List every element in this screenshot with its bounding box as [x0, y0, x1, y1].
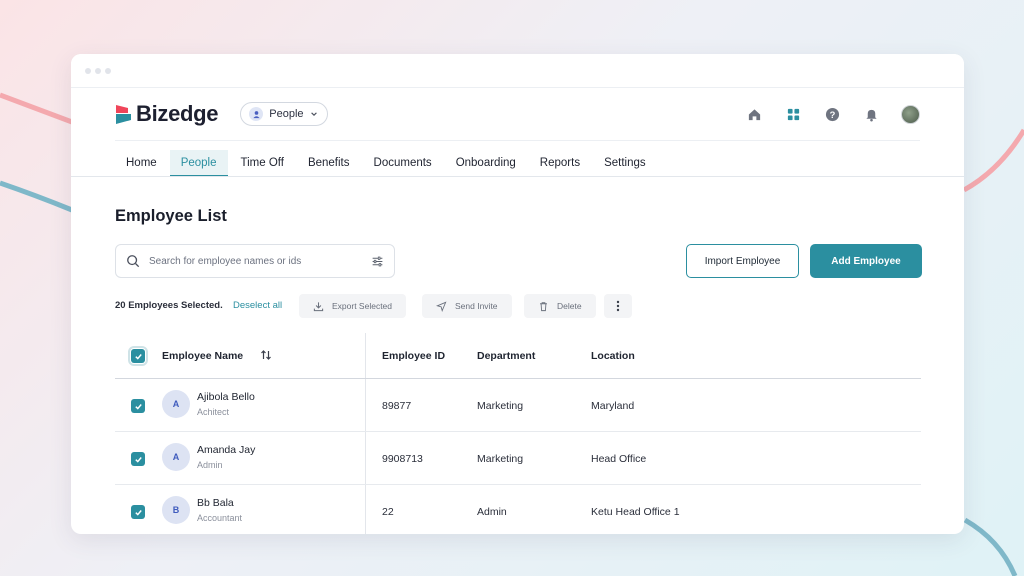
employee-name[interactable]: Bb Bala [197, 497, 234, 509]
tab-people[interactable]: People [169, 150, 228, 177]
tab-home[interactable]: Home [126, 156, 157, 169]
avatar: A [162, 443, 190, 471]
selected-count: 20 Employees Selected. [115, 300, 223, 311]
download-icon [313, 301, 324, 311]
table-header: Employee Name Employee ID Department Loc… [115, 333, 921, 379]
search-input[interactable]: Search for employee names or ids [149, 255, 302, 267]
check-icon [134, 456, 142, 463]
employee-table: Employee Name Employee ID Department Loc… [115, 333, 921, 534]
send-invite-label: Send Invite [455, 301, 498, 311]
import-employee-button[interactable]: Import Employee [686, 244, 799, 278]
export-selected-button[interactable]: Export Selected [299, 294, 407, 318]
trash-icon [540, 301, 547, 311]
select-all-checkbox[interactable] [128, 346, 148, 366]
employee-department: Marketing [477, 453, 524, 465]
delete-button[interactable]: Delete [524, 294, 596, 318]
nav-divider [71, 176, 964, 177]
more-vertical-icon [616, 300, 620, 312]
send-icon [436, 301, 447, 312]
home-icon[interactable] [745, 105, 764, 124]
module-switcher[interactable]: People [240, 102, 328, 126]
tab-reports[interactable]: Reports [539, 156, 581, 169]
employee-location: Maryland [591, 400, 635, 412]
window-dot [105, 67, 111, 74]
row-checkbox[interactable] [131, 452, 145, 466]
bulk-actions-bar: 20 Employees Selected. Deselect all Expo… [115, 294, 675, 318]
employee-id: 89877 [382, 400, 412, 412]
avatar: B [162, 496, 190, 524]
column-header-id: Employee ID [382, 350, 446, 362]
deselect-all-link[interactable]: Deselect all [233, 300, 283, 311]
column-header-department: Department [477, 350, 536, 362]
help-icon[interactable]: ? [823, 105, 842, 124]
page-title: Employee List [115, 207, 227, 225]
employee-role: Achitect [197, 407, 230, 417]
check-icon [134, 403, 142, 410]
apps-grid-icon[interactable] [784, 105, 803, 124]
employee-name[interactable]: Amanda Jay [197, 444, 256, 456]
chevron-down-icon [310, 112, 317, 116]
browser-window: Bizedge People ? [71, 54, 964, 534]
svg-text:?: ? [830, 109, 836, 119]
column-header-location: Location [591, 350, 635, 362]
send-invite-button[interactable]: Send Invite [422, 294, 512, 318]
export-selected-label: Export Selected [332, 301, 393, 311]
sort-icon[interactable] [260, 349, 272, 361]
filter-icon[interactable] [371, 255, 384, 268]
add-employee-button[interactable]: Add Employee [810, 244, 922, 278]
module-switcher-label: People [269, 108, 304, 120]
window-chrome [71, 54, 964, 88]
search-box[interactable]: Search for employee names or ids [115, 244, 395, 278]
employee-location: Ketu Head Office 1 [591, 506, 680, 518]
bell-icon[interactable] [862, 105, 881, 124]
table-row[interactable]: A Ajibola Bello Achitect 89877 Marketing… [115, 379, 921, 432]
logo-text: Bizedge [136, 101, 219, 126]
row-checkbox[interactable] [131, 505, 145, 519]
employee-id: 22 [382, 506, 394, 518]
check-icon [134, 353, 142, 360]
employee-id: 9908713 [382, 453, 423, 465]
logo[interactable]: Bizedge [115, 101, 219, 127]
app-header: Bizedge People ? [115, 88, 920, 140]
window-dot [95, 67, 101, 74]
tab-onboarding[interactable]: Onboarding [455, 156, 516, 169]
employee-location: Head Office [591, 453, 647, 465]
employee-role: Admin [197, 460, 223, 470]
row-checkbox[interactable] [131, 399, 145, 413]
employee-department: Marketing [477, 400, 524, 412]
tab-time-off[interactable]: Time Off [240, 156, 284, 169]
window-dot [85, 67, 91, 74]
avatar: A [162, 390, 190, 418]
table-row[interactable]: B Bb Bala Accountant 22 Admin Ketu Head … [115, 485, 921, 534]
user-avatar[interactable] [901, 104, 920, 124]
search-icon [127, 255, 140, 268]
check-icon [134, 509, 142, 516]
header-divider [115, 140, 920, 141]
tab-settings[interactable]: Settings [604, 156, 646, 169]
main-nav: Home People Time Off Benefits Documents … [115, 150, 659, 177]
employee-department: Admin [477, 506, 507, 518]
employee-name[interactable]: Ajibola Bello [197, 391, 255, 403]
people-icon [249, 107, 264, 121]
column-divider [365, 333, 366, 534]
column-header-name[interactable]: Employee Name [162, 350, 244, 362]
tab-benefits[interactable]: Benefits [307, 156, 350, 169]
employee-role: Accountant [197, 513, 243, 523]
delete-label: Delete [557, 301, 582, 311]
more-options-button[interactable] [604, 294, 632, 318]
logo-mark-icon [116, 105, 131, 124]
table-row[interactable]: A Amanda Jay Admin 9908713 Marketing Hea… [115, 432, 921, 485]
tab-documents[interactable]: Documents [373, 156, 432, 169]
